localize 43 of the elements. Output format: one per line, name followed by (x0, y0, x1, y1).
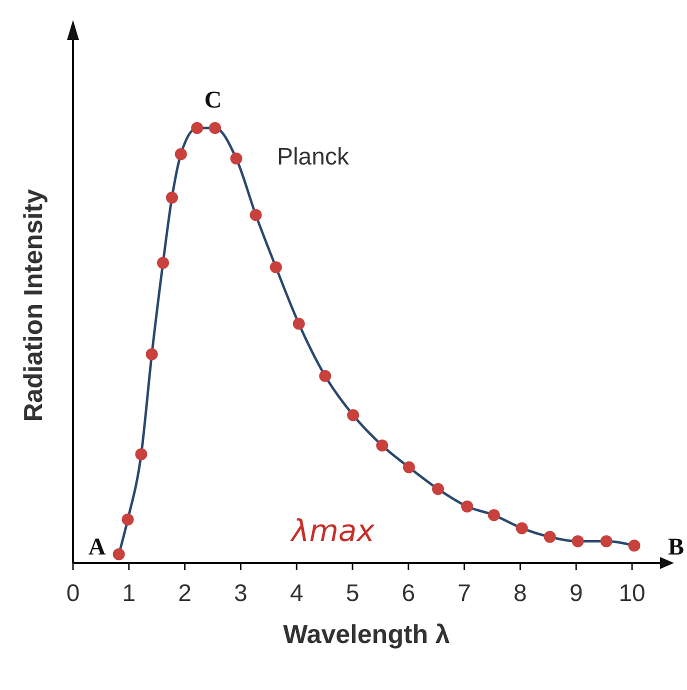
annotation: A (88, 534, 106, 561)
point (270, 261, 282, 274)
point (157, 256, 170, 269)
x-tick-label: 5 (346, 580, 360, 607)
text: B (668, 534, 684, 561)
point (230, 152, 242, 164)
point (544, 530, 556, 543)
annotation: λmax (289, 514, 375, 550)
point (209, 122, 221, 134)
text: C (204, 88, 222, 114)
point (174, 148, 187, 160)
point (250, 209, 262, 221)
x-tick-label: 8 (514, 580, 527, 607)
x-tick-label: 10 (618, 580, 646, 607)
point (135, 448, 148, 460)
point (166, 192, 178, 204)
point (319, 370, 332, 382)
x-tick-label: 4 (290, 580, 304, 607)
x-tick-label: 7 (458, 580, 472, 607)
point (347, 409, 360, 422)
point (461, 500, 474, 512)
x-tick-label: 9 (569, 580, 583, 607)
point (292, 318, 305, 330)
x-tick-label: 3 (234, 580, 248, 607)
point (376, 440, 388, 452)
point (488, 509, 500, 522)
point (432, 483, 444, 496)
annotation: Planck (276, 143, 350, 170)
point (600, 535, 612, 548)
x-axis-title: Wavelength λ (283, 619, 450, 649)
x-tick-label: 6 (402, 580, 416, 607)
point (628, 540, 640, 552)
point (122, 514, 134, 526)
point (402, 461, 415, 474)
x-tick-label: 2 (178, 580, 192, 607)
y-axis-title: Radiation Intensity (18, 188, 48, 422)
x-tick-label: 0 (66, 580, 80, 607)
point (112, 548, 125, 560)
point (572, 535, 584, 548)
point (146, 348, 158, 360)
x-tick-label: 1 (122, 580, 136, 607)
point (516, 522, 528, 534)
point (191, 122, 204, 134)
